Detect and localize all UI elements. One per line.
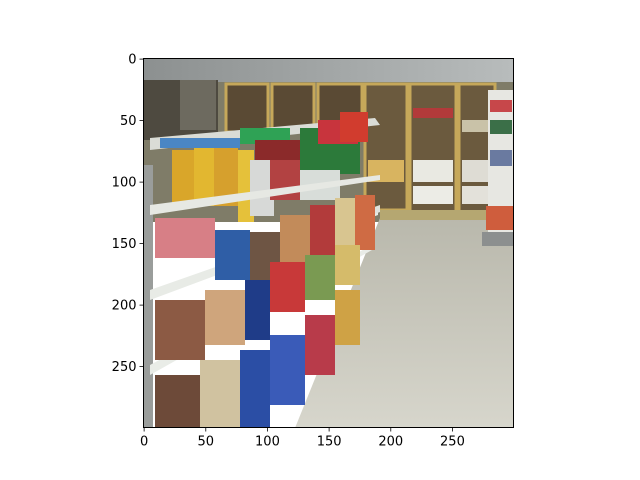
y-tick-label: 50 xyxy=(120,114,137,129)
y-tick-label: 100 xyxy=(112,176,137,191)
y-tick-label: 250 xyxy=(112,360,137,375)
floor xyxy=(295,218,514,428)
y-axis-ticks: 0 50 100 150 200 250 xyxy=(112,53,144,375)
y-tick-label: 0 xyxy=(128,53,136,68)
x-tick-label: 250 xyxy=(440,435,465,450)
aisle-shelves xyxy=(143,165,380,428)
x-tick-label: 150 xyxy=(317,435,342,450)
x-tick-label: 0 xyxy=(140,435,148,450)
y-tick-label: 200 xyxy=(112,299,137,314)
store-aisle-photo xyxy=(143,58,514,428)
axes-frame xyxy=(143,58,514,428)
x-axis-ticks: 0 50 100 150 200 250 xyxy=(140,427,465,450)
y-tick-label: 150 xyxy=(112,237,137,252)
right-endcap-display xyxy=(482,90,514,246)
x-tick-label: 100 xyxy=(255,435,280,450)
x-tick-label: 200 xyxy=(378,435,403,450)
x-tick-label: 50 xyxy=(198,435,215,450)
